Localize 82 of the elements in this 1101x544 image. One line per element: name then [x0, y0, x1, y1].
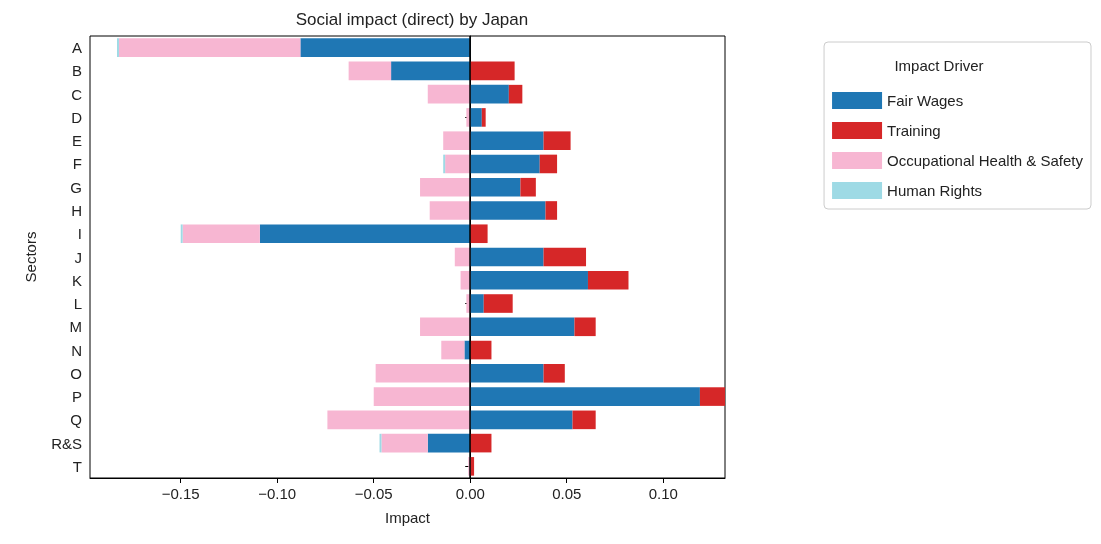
- bar: [699, 387, 725, 406]
- y-tick-label: O: [70, 364, 82, 382]
- bar: [543, 364, 565, 383]
- bar: [470, 154, 540, 174]
- bar: [420, 177, 471, 197]
- y-tick-label: I: [77, 225, 82, 243]
- bar: [508, 84, 523, 104]
- y-tick-label: B: [71, 62, 82, 80]
- y-tick-label: E: [71, 132, 82, 150]
- bar: [470, 317, 575, 337]
- bar: [470, 410, 573, 430]
- bar: [429, 201, 471, 220]
- y-tick-label: M: [69, 318, 82, 336]
- bar: [420, 317, 471, 337]
- y-tick-label: H: [71, 201, 82, 219]
- legend-label: Occupational Health & Safety: [887, 152, 1084, 169]
- bar: [470, 247, 544, 267]
- bar: [470, 131, 544, 150]
- bar: [470, 177, 521, 197]
- y-axis-title: Sectors: [22, 231, 39, 283]
- y-tick-label: G: [70, 178, 82, 196]
- bar: [470, 61, 515, 81]
- bar: [470, 294, 484, 313]
- bar: [470, 224, 488, 244]
- x-tick-label: −0.05: [354, 485, 393, 502]
- bar: [375, 364, 471, 383]
- y-tick-label: N: [71, 341, 82, 359]
- x-tick-label: −0.10: [258, 485, 297, 502]
- bar: [427, 433, 471, 453]
- bar: [470, 364, 544, 383]
- legend-title: Impact Driver: [894, 57, 984, 74]
- bar: [470, 387, 700, 406]
- bar: [470, 201, 546, 220]
- bar: [539, 154, 558, 174]
- x-tick-label: 0.10: [648, 485, 678, 502]
- bar: [427, 84, 471, 104]
- y-tick-label: F: [72, 155, 82, 173]
- bar: [470, 84, 509, 104]
- bar: [441, 340, 465, 360]
- bar: [587, 270, 629, 290]
- y-tick-label: J: [74, 248, 82, 266]
- bar: [470, 270, 588, 290]
- bar: [300, 38, 471, 57]
- bar: [348, 61, 392, 81]
- y-tick-label: A: [71, 39, 82, 57]
- bar: [572, 410, 596, 430]
- bar: [543, 131, 571, 150]
- bar: [470, 433, 492, 453]
- bar: [381, 433, 428, 453]
- x-tick-label: 0.00: [455, 485, 485, 502]
- bar: [443, 131, 471, 150]
- x-tick-label: 0.05: [552, 485, 582, 502]
- bar: [470, 108, 482, 127]
- bar: [118, 38, 301, 57]
- bar: [543, 247, 587, 267]
- x-tick-label: −0.15: [161, 485, 200, 502]
- bar: [327, 410, 471, 430]
- y-tick-label: T: [72, 457, 82, 475]
- y-tick-label: P: [71, 388, 82, 406]
- y-tick-label: R&S: [51, 434, 82, 452]
- bar: [574, 317, 596, 337]
- bar: [373, 387, 471, 406]
- legend-label: Training: [887, 122, 941, 139]
- y-tick-label: C: [71, 85, 83, 103]
- chart-title: Social impact (direct) by Japan: [295, 10, 529, 29]
- legend-label: Fair Wages: [887, 92, 964, 109]
- y-tick-label: L: [73, 295, 82, 313]
- bar: [520, 177, 536, 197]
- y-tick-label: K: [71, 271, 82, 289]
- bar: [454, 247, 471, 267]
- y-tick-label: D: [71, 108, 83, 126]
- bar: [470, 340, 492, 360]
- y-tick-label: Q: [70, 411, 82, 429]
- bar: [483, 294, 513, 313]
- bar: [391, 61, 471, 81]
- bar: [481, 108, 486, 127]
- bar: [445, 154, 471, 174]
- bar: [259, 224, 471, 244]
- legend-label: Human Rights: [887, 182, 983, 199]
- bar: [545, 201, 558, 220]
- bar: [182, 224, 260, 244]
- x-axis-title: Impact: [384, 509, 431, 526]
